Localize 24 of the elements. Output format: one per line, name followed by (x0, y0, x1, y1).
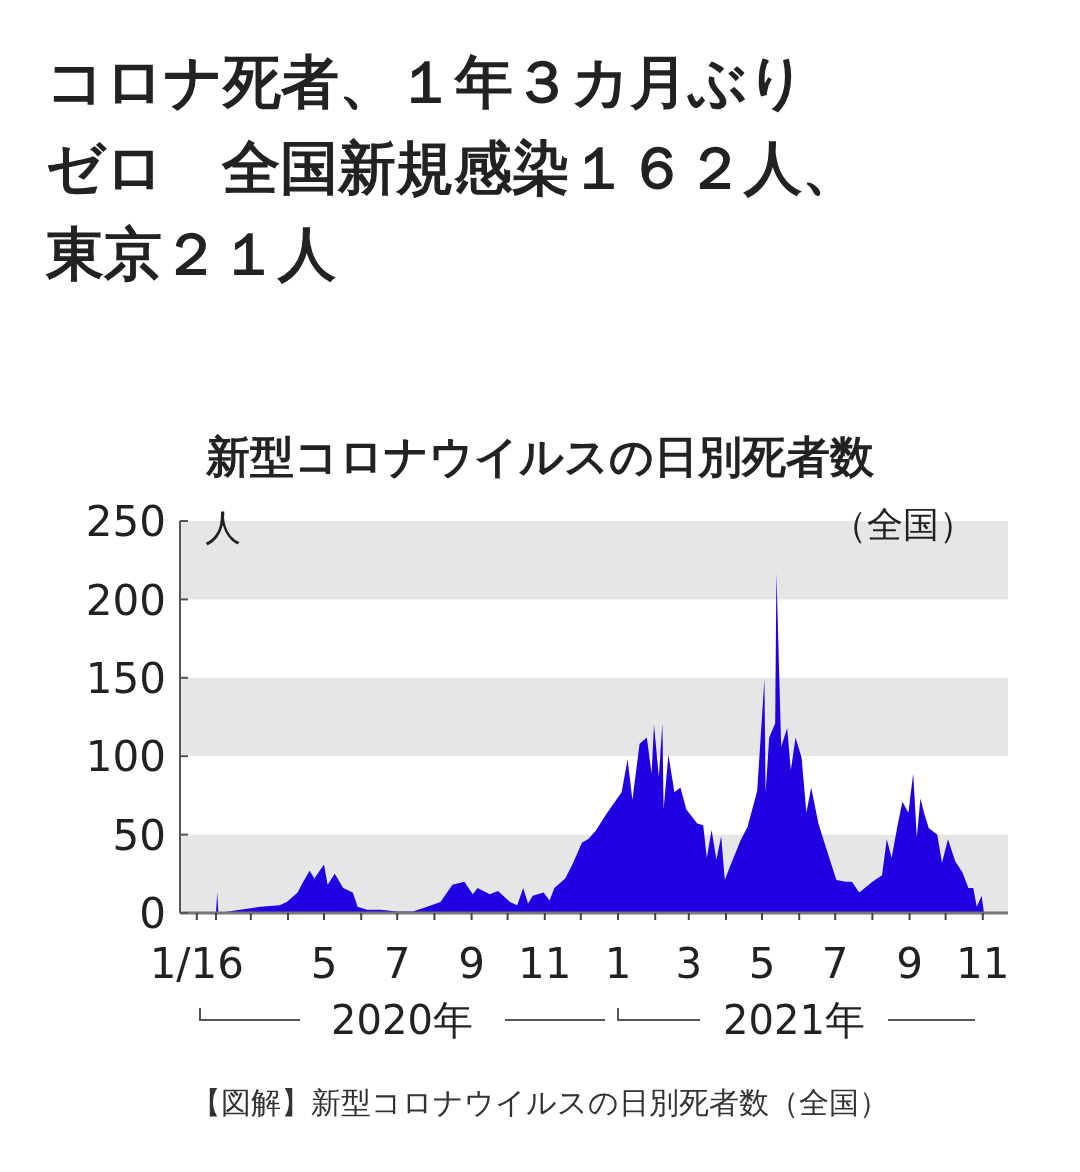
y-tick-label: 100 (85, 732, 166, 782)
y-tick-label: 50 (112, 810, 166, 860)
y-tick-label: 250 (85, 497, 166, 547)
text: 2020年 (331, 997, 473, 1043)
x-tick-label: 7 (383, 939, 411, 988)
y-tick-label: 150 (85, 653, 166, 703)
chart-subtitle: （全国） (831, 504, 975, 545)
x-tick-label: 1/16 (149, 939, 244, 988)
x-tick-label: 11 (518, 939, 572, 988)
x-tick-label: 1 (604, 939, 632, 988)
x-tick-label: 11 (956, 939, 1010, 988)
x-tick-label: 9 (896, 939, 923, 988)
y-tick-label: 200 (85, 575, 166, 625)
y-axis-title: 人 (205, 507, 241, 548)
x-tick-label: 7 (821, 939, 849, 988)
text: 2021年 (723, 997, 865, 1043)
text: 【図解】新型コロナウイルスの日別死者数（全国） (191, 1085, 889, 1120)
x-tick-label: 9 (458, 939, 485, 988)
x-tick-label: 3 (675, 939, 703, 988)
x-tick-label: 5 (310, 939, 338, 988)
text: コロナ死者、１年３カ月ぶりゼロ 全国新規感染１６２人、東京２１人 (45, 48, 860, 288)
y-tick-label: 0 (139, 889, 166, 939)
x-tick-label: 5 (748, 939, 776, 988)
chart-title: 新型コロナウイルスの日別死者数 (205, 431, 875, 482)
